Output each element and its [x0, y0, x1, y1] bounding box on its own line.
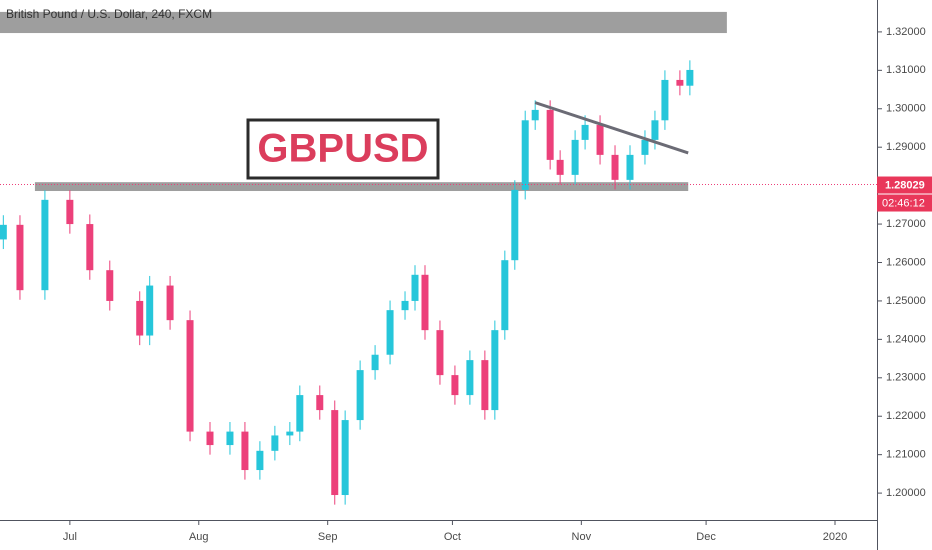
- y-tick-label: 1.22000: [886, 410, 926, 422]
- candle-body: [546, 109, 554, 160]
- candle-body: [271, 435, 279, 451]
- candle-body: [421, 274, 429, 331]
- last-price-box: [877, 176, 932, 194]
- x-tick-label: 2020: [823, 531, 847, 543]
- y-tick-label: 1.21000: [886, 449, 926, 461]
- candle-body: [256, 450, 264, 471]
- candle-body: [41, 199, 49, 291]
- trendline: [534, 101, 689, 155]
- x-tick-label: Nov: [572, 531, 592, 543]
- candle-body: [66, 199, 74, 225]
- candle-body: [641, 139, 649, 155]
- plot-area: [0, 11, 727, 505]
- y-tick-label: 1.25000: [886, 295, 926, 307]
- y-tick-label: 1.30000: [886, 103, 926, 115]
- x-tick-label: Dec: [696, 531, 716, 543]
- x-tick-label: Aug: [189, 531, 209, 543]
- candle-body: [686, 69, 694, 86]
- countdown-label: 02:46:12: [882, 197, 925, 209]
- symbol-label: GBPUSD: [257, 127, 428, 171]
- candle-body: [0, 224, 7, 240]
- y-tick-label: 1.24000: [886, 333, 926, 345]
- y-tick-label: 1.20000: [886, 487, 926, 499]
- candle-body: [186, 320, 194, 432]
- candle-body: [511, 189, 519, 261]
- candle-body: [466, 360, 474, 396]
- y-tick-label: 1.32000: [886, 26, 926, 38]
- y-tick-label: 1.31000: [886, 64, 926, 76]
- zone: [34, 182, 689, 192]
- candle-body: [661, 79, 669, 121]
- candle-body: [521, 120, 529, 190]
- candle-body: [206, 431, 214, 446]
- zone: [0, 11, 727, 34]
- candle-body: [531, 109, 539, 121]
- candle-body: [556, 159, 564, 175]
- candle-body: [146, 285, 154, 336]
- candle-body: [451, 375, 459, 396]
- candle-body: [331, 410, 339, 496]
- y-tick-label: 1.29000: [886, 141, 926, 153]
- countdown-box: [877, 194, 932, 212]
- candle-body: [386, 310, 394, 355]
- candle-body: [436, 330, 444, 376]
- candle-body: [571, 139, 579, 175]
- last-price-label: 1.28029: [885, 179, 925, 191]
- candle-body: [611, 154, 619, 180]
- candle-body: [581, 124, 589, 140]
- y-tick-label: 1.27000: [886, 218, 926, 230]
- candle-body: [501, 260, 509, 331]
- candle-body: [411, 274, 419, 301]
- candle-body: [651, 120, 659, 140]
- x-tick-label: Sep: [318, 531, 338, 543]
- candle-body: [86, 224, 94, 271]
- candle-body: [106, 270, 114, 301]
- candle-body: [226, 431, 234, 446]
- candle-body: [491, 330, 499, 411]
- candle-body: [401, 300, 409, 311]
- candle-body: [341, 420, 349, 496]
- candle-body: [286, 431, 294, 436]
- candle-body: [136, 300, 144, 336]
- candle-body: [356, 370, 364, 421]
- candle-body: [16, 224, 24, 291]
- y-tick-label: 1.26000: [886, 256, 926, 268]
- candle-body: [296, 395, 304, 432]
- candle-body: [676, 79, 684, 86]
- candle-body: [596, 124, 604, 155]
- candle-body: [166, 285, 174, 321]
- x-tick-label: Jul: [63, 531, 77, 543]
- y-tick-label: 1.23000: [886, 372, 926, 384]
- label-box: [246, 118, 440, 180]
- chart-title: British Pound / U.S. Dollar, 240, FXCM: [6, 7, 212, 21]
- candle-body: [626, 154, 634, 180]
- candle-body: [481, 360, 489, 411]
- candle-body: [371, 354, 379, 371]
- candle-body: [241, 431, 249, 471]
- candle-body: [316, 395, 324, 411]
- x-tick-label: Oct: [444, 531, 461, 543]
